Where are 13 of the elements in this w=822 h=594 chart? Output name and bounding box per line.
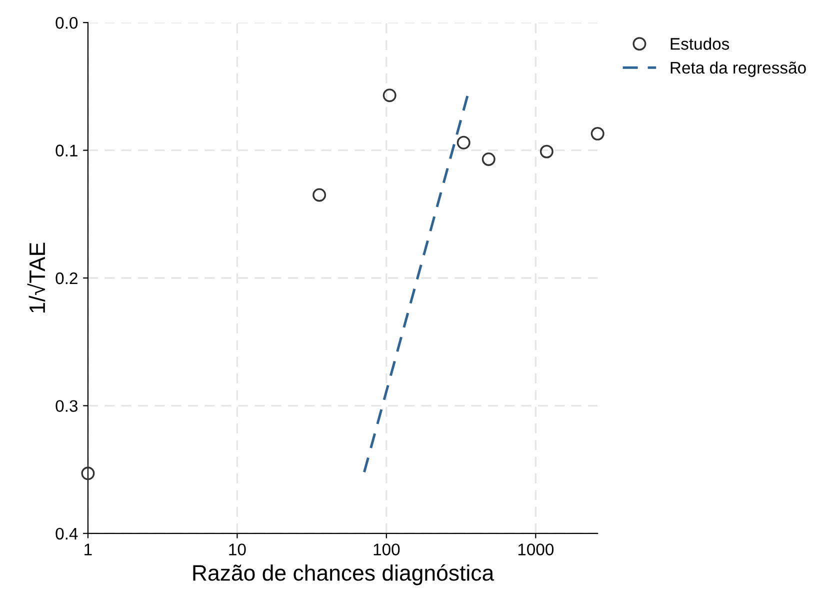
y-tick-label: 0.1 [56,144,78,156]
y-tick-label: 0.0 [56,16,78,29]
x-tick-label: 10 [229,544,246,556]
x-tick-label: 1000 [518,544,554,556]
y-axis-title: 1/√TAE [27,242,46,312]
legend-label: Estudos [670,38,730,50]
y-tick-label: 0.3 [56,400,78,412]
y-tick-label: 0.4 [56,528,78,540]
x-tick-label: 100 [374,544,400,556]
x-tick-label: 1 [84,544,92,556]
x-axis-title: Razão de chances diagnóstica [193,564,494,586]
y-tick-label: 0.2 [56,272,78,284]
legend-label: Reta da regressão [670,61,806,77]
